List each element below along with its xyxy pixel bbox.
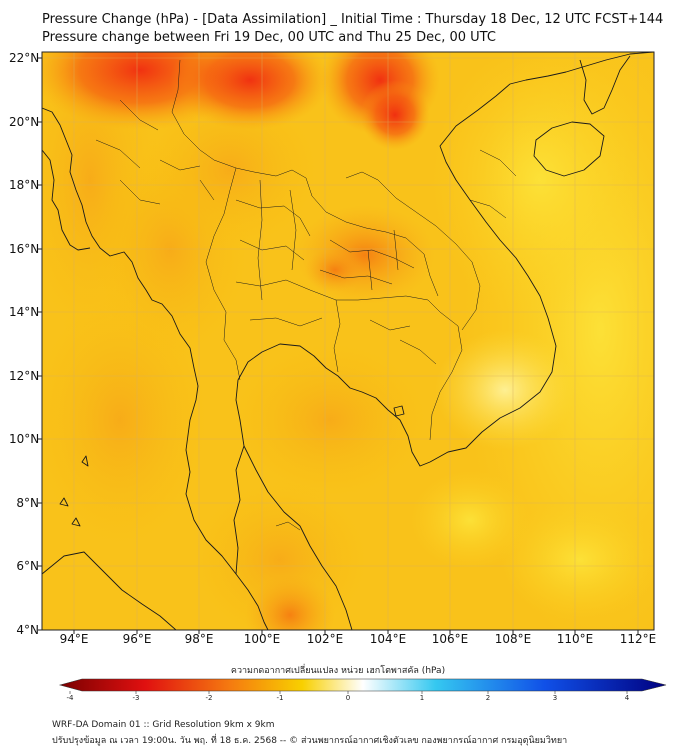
colorbar-tick-neg2: -2: [205, 694, 213, 702]
lat-label-12n: 12°N: [9, 369, 40, 383]
colorbar-tick-neg3: -3: [132, 694, 140, 702]
lat-label-8n: 8°N: [16, 496, 39, 510]
pressure-field: [42, 52, 654, 630]
colorbar-tick-3: 3: [552, 694, 558, 702]
lon-label-106e: 106°E: [431, 632, 469, 646]
lon-label-96e: 96°E: [122, 632, 152, 646]
plot-frame: [41, 51, 655, 631]
coastlines: [42, 52, 654, 630]
lon-label-104e: 104°E: [369, 632, 407, 646]
lat-label-18n: 18°N: [9, 178, 40, 192]
map-subtitle: Pressure change between Fri 19 Dec, 00 U…: [42, 30, 496, 45]
colorbar-tick-4: 4: [624, 694, 630, 702]
hainan-island: [533, 121, 605, 177]
footer-model-info: WRF-DA Domain 01 :: Grid Resolution 9km …: [52, 720, 275, 730]
colorbar-label: ความกดอากาศเปลี่ยนแปลง หน่วย เฮกโตพาสคัล…: [230, 666, 446, 676]
colorbar-tick-neg4: -4: [66, 694, 74, 702]
lat-label-14n: 14°N: [9, 305, 40, 319]
lon-label-108e: 108°E: [494, 632, 532, 646]
borders: [95, 59, 517, 531]
colorbar-tick-neg1: -1: [276, 694, 284, 702]
gulf-of-thailand-coast: [233, 343, 431, 575]
graticule: [42, 52, 654, 630]
lon-label-94e: 94°E: [59, 632, 89, 646]
sumatra-coast: [42, 551, 177, 630]
lat-label-4n: 4°N: [16, 623, 39, 637]
vietnam-coast: [429, 83, 557, 463]
lon-label-110e: 110°E: [556, 632, 594, 646]
axis-ticks: [38, 57, 639, 634]
colorbar-tick-0: 0: [345, 694, 351, 702]
colorbar-tick-2: 2: [485, 694, 491, 702]
lat-label-20n: 20°N: [9, 115, 40, 129]
lat-label-10n: 10°N: [9, 432, 40, 446]
footer-update-info: ปรับปรุงข้อมูล ณ เวลา 19:00น. วัน พฤ. ที…: [52, 736, 568, 746]
lon-label-100e: 100°E: [243, 632, 281, 646]
lon-label-102e: 102°E: [306, 632, 344, 646]
colorbar-tick-1: 1: [419, 694, 425, 702]
lat-label-16n: 16°N: [9, 242, 40, 256]
myanmar-west-coast: [42, 107, 269, 630]
lat-label-6n: 6°N: [16, 559, 39, 573]
lon-label-98e: 98°E: [184, 632, 214, 646]
colorbar-ramp: [58, 678, 667, 692]
lat-label-22n: 22°N: [9, 51, 40, 65]
map-title: Pressure Change (hPa) - [Data Assimilati…: [42, 12, 664, 27]
pressure-change-map: [38, 51, 655, 634]
lon-label-112e: 112°E: [619, 632, 657, 646]
